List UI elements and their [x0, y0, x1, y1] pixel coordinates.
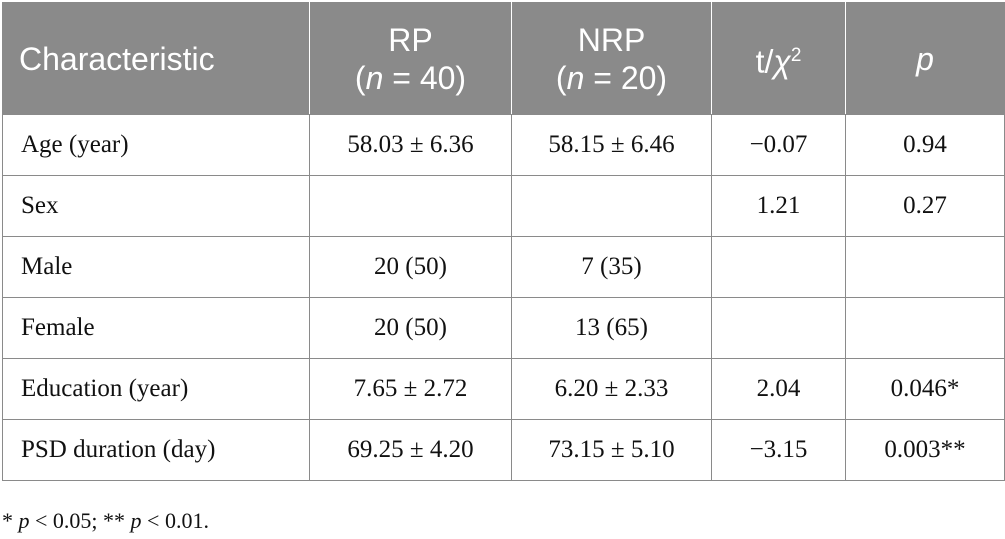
table-footnote: * p < 0.05; ** p < 0.01.	[2, 508, 209, 534]
header-characteristic: Characteristic	[2, 2, 310, 115]
cell-statistic	[711, 236, 846, 298]
header-nrp: NRP (n = 20)	[511, 2, 712, 115]
cell-nrp: 6.20 ± 2.33	[511, 358, 712, 420]
cell-rp: 69.25 ± 4.20	[309, 419, 512, 481]
footnote-threshold1: < 0.05; **	[29, 508, 131, 533]
table-row: Male 20 (50) 7 (35)	[2, 236, 1005, 298]
header-p: p	[845, 2, 1005, 115]
cell-rp: 20 (50)	[309, 297, 512, 359]
table-row: Sex 1.21 0.27	[2, 175, 1005, 237]
header-statistic-prefix: t/	[755, 43, 774, 80]
header-rp: RP (n = 40)	[309, 2, 512, 115]
header-statistic-sup: 2	[790, 44, 802, 66]
header-statistic: t/χ2	[711, 2, 846, 115]
cell-p-value	[845, 297, 1005, 359]
cell-p-value: 0.94	[845, 114, 1005, 176]
cell-nrp: 7 (35)	[511, 236, 712, 298]
cell-statistic	[711, 297, 846, 359]
cell-nrp: 73.15 ± 5.10	[511, 419, 712, 481]
cell-rp	[309, 175, 512, 237]
cell-p-value: 0.046*	[845, 358, 1005, 420]
cell-nrp	[511, 175, 712, 237]
cell-p-value: 0.003**	[845, 419, 1005, 481]
cell-characteristic: Sex	[2, 175, 310, 237]
header-row: Characteristic RP (n = 40) NRP (n = 20) t/…	[2, 2, 1005, 115]
cell-characteristic: Education (year)	[2, 358, 310, 420]
cell-p-value: 0.27	[845, 175, 1005, 237]
footnote-p1: p	[18, 508, 30, 533]
header-rp-n-value: = 40)	[383, 59, 467, 96]
cell-characteristic: PSD duration (day)	[2, 419, 310, 481]
footnote-star1: *	[2, 508, 19, 533]
cell-characteristic: Male	[2, 236, 310, 298]
cell-characteristic: Age (year)	[2, 114, 310, 176]
header-rp-n-label: n	[365, 59, 384, 96]
header-nrp-n-value: = 20)	[584, 59, 668, 96]
cell-statistic: −3.15	[711, 419, 846, 481]
footnote-threshold2: < 0.01.	[141, 508, 209, 533]
header-statistic-chi: χ	[773, 43, 791, 80]
table-row: Age (year) 58.03 ± 6.36 58.15 ± 6.46 −0.07 0…	[2, 114, 1005, 176]
cell-rp: 20 (50)	[309, 236, 512, 298]
cell-statistic: 1.21	[711, 175, 846, 237]
header-nrp-name: NRP	[577, 21, 646, 58]
cell-nrp: 13 (65)	[511, 297, 712, 359]
cell-statistic: −0.07	[711, 114, 846, 176]
table-row: Female 20 (50) 13 (65)	[2, 297, 1005, 359]
header-rp-name: RP	[388, 21, 433, 58]
header-nrp-n-label: n	[566, 59, 585, 96]
cell-rp: 58.03 ± 6.36	[309, 114, 512, 176]
footnote-p2: p	[130, 508, 142, 533]
cell-rp: 7.65 ± 2.72	[309, 358, 512, 420]
cell-statistic: 2.04	[711, 358, 846, 420]
table-row: Education (year) 7.65 ± 2.72 6.20 ± 2.33 2.…	[2, 358, 1005, 420]
cell-p-value	[845, 236, 1005, 298]
cell-nrp: 58.15 ± 6.46	[511, 114, 712, 176]
demographics-table: Characteristic RP (n = 40) NRP (n = 20) t/…	[2, 2, 1005, 481]
cell-characteristic: Female	[2, 297, 310, 359]
table-row: PSD duration (day) 69.25 ± 4.20 73.15 ± 5.…	[2, 419, 1005, 481]
